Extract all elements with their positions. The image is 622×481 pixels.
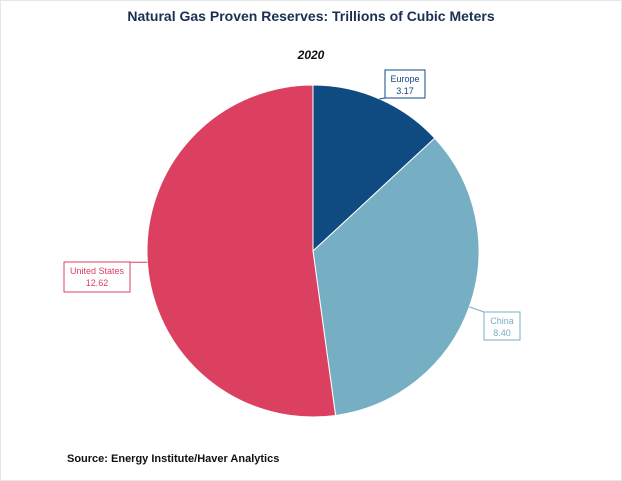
- slice-label-united-states: United States: [70, 266, 125, 276]
- chart-subtitle: 2020: [297, 48, 325, 62]
- slice-value-china: 8.40: [493, 328, 511, 338]
- slice-value-united-states: 12.62: [86, 278, 109, 288]
- slice-label-china: China: [490, 316, 514, 326]
- slice-labels: Europe 3.17 China 8.40 United States 12.62: [63, 69, 521, 341]
- slice-value-europe: 3.17: [396, 86, 414, 96]
- source-note: Source: Energy Institute/Haver Analytics: [67, 453, 280, 465]
- pie-slice-united-states: [146, 84, 337, 418]
- leader-line-europe: [379, 97, 386, 100]
- pie-slice-europe: [312, 84, 436, 253]
- label-box-united-states: [63, 261, 131, 293]
- pie-slices: [146, 84, 480, 418]
- label-box-europe: [384, 69, 426, 99]
- label-box-china: [483, 311, 521, 341]
- slice-label-europe: Europe: [390, 74, 419, 84]
- chart-title: Natural Gas Proven Reserves: Trillions o…: [127, 8, 495, 24]
- leader-line-china: [469, 306, 485, 313]
